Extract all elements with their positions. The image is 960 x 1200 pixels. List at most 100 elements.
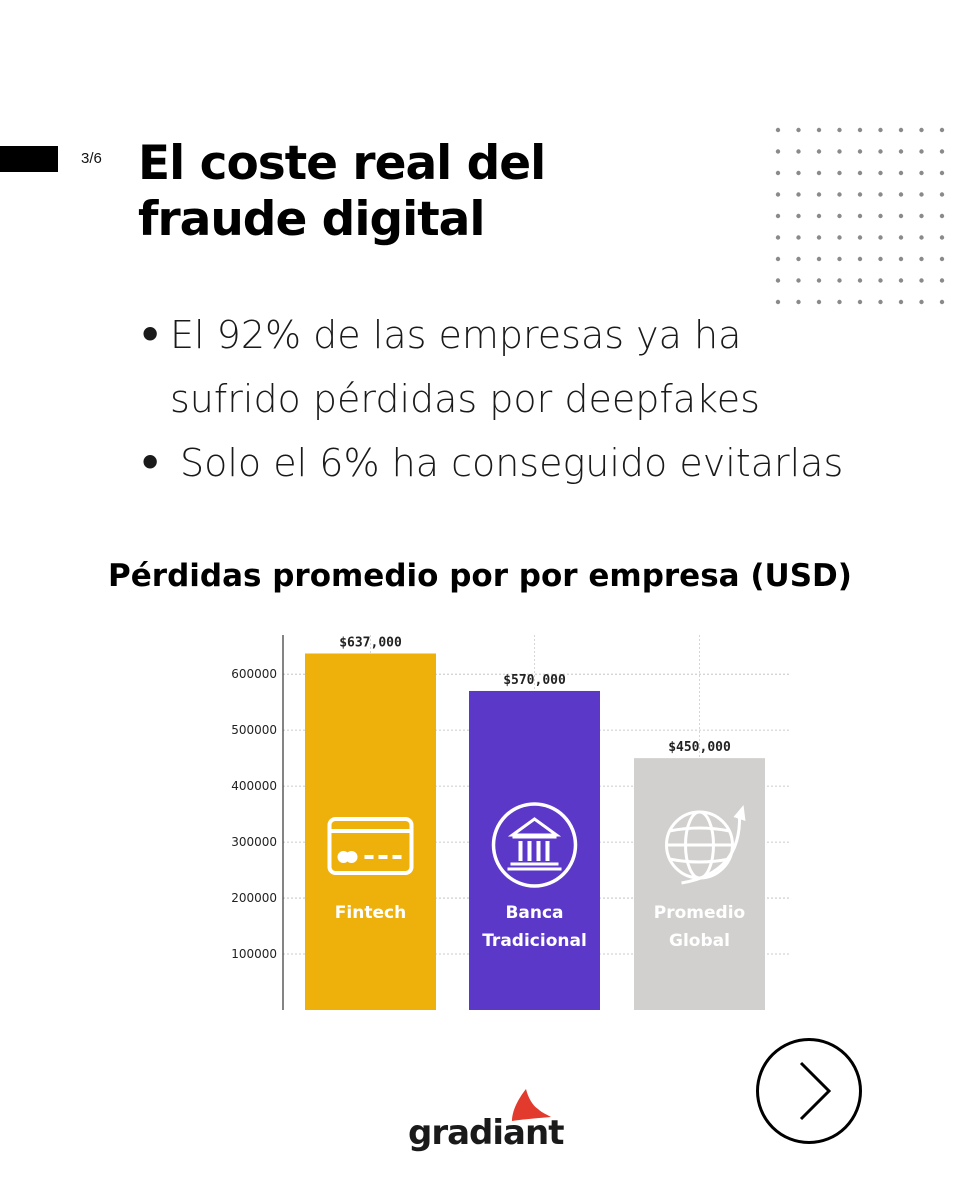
bullet-text: Solo el 6% ha conseguido evitarlas xyxy=(180,441,844,485)
decoration-dot xyxy=(796,170,801,176)
bar-chart: 100000 200000 300000 400000 500000 600000 $637… xyxy=(231,635,790,1010)
next-slide-button[interactable] xyxy=(756,1038,862,1144)
decoration-dot xyxy=(857,213,863,219)
decoration-dot xyxy=(857,170,863,176)
decoration-dot xyxy=(878,149,883,154)
bullet-dot: • xyxy=(138,313,163,357)
slide-title-line-2: fraude digital xyxy=(138,192,485,247)
y-tick-label: 400000 xyxy=(231,779,277,793)
bullet-text-line-2: sufrido pérdidas por deepfakes xyxy=(170,377,760,421)
decoration-dot xyxy=(796,213,801,219)
decoration-dot xyxy=(919,192,924,197)
x-tick-label: Global xyxy=(669,931,730,951)
slide-title: El coste real del fraude digital xyxy=(138,136,658,248)
decoration-dot xyxy=(796,256,801,262)
decoration-dot xyxy=(837,213,842,219)
decoration-dot xyxy=(796,235,801,240)
chevron-right-icon xyxy=(799,1061,832,1121)
decoration-dot xyxy=(878,170,883,176)
decoration-dot xyxy=(796,278,801,283)
decoration-dot xyxy=(878,299,883,305)
decoration-dot xyxy=(816,213,822,219)
decoration-dot xyxy=(775,149,781,154)
bullet-item: • El 92% de las empresas ya ha sufrido p… xyxy=(138,303,938,431)
decoration-dot xyxy=(837,235,842,240)
y-tick-label: 500000 xyxy=(231,723,277,737)
chart-title: Pérdidas promedio por por empresa (USD) xyxy=(108,558,852,594)
logo-text: gradiant xyxy=(408,1113,564,1153)
decoration-dot xyxy=(837,127,842,133)
decoration-dot xyxy=(919,127,924,133)
decoration-dot xyxy=(816,235,822,240)
decoration-dot xyxy=(796,149,801,154)
decoration-dot xyxy=(816,149,822,154)
decoration-dot xyxy=(837,192,842,197)
dot-pattern-decoration xyxy=(775,127,945,305)
decoration-dot xyxy=(898,170,904,176)
decoration-dot xyxy=(837,149,842,154)
decoration-dot xyxy=(939,235,945,240)
decoration-dot xyxy=(878,213,883,219)
decoration-dot xyxy=(939,278,945,283)
slide-title-line-1: El coste real del xyxy=(138,136,546,191)
decoration-dot xyxy=(857,192,863,197)
credit-card-icon xyxy=(327,817,414,875)
y-tick-label: 600000 xyxy=(231,667,277,681)
decoration-dot xyxy=(919,256,924,262)
data-label: $637,000 xyxy=(339,635,402,650)
decoration-dot xyxy=(816,299,822,305)
y-tick-label: 300000 xyxy=(231,835,277,849)
decoration-dot xyxy=(898,299,904,305)
decoration-dot xyxy=(816,170,822,176)
decoration-dot xyxy=(919,213,924,219)
decoration-dot xyxy=(898,149,904,154)
y-tick-label: 100000 xyxy=(231,947,277,961)
bar-banca-tradicional xyxy=(469,690,600,1010)
bullet-item: • Solo el 6% ha conseguido evitarlas xyxy=(138,431,938,495)
decoration-dot xyxy=(878,235,883,240)
decoration-dot xyxy=(775,256,781,262)
decoration-dot xyxy=(775,192,781,197)
y-tick-label: 200000 xyxy=(231,891,277,905)
page-counter: 3/6 xyxy=(81,150,102,167)
decoration-dot xyxy=(898,213,904,219)
decoration-dot xyxy=(857,127,863,133)
decoration-dot xyxy=(796,127,801,133)
decoration-dot xyxy=(816,192,822,197)
bullet-dot: • xyxy=(138,441,163,485)
bullet-list: • El 92% de las empresas ya ha sufrido p… xyxy=(138,303,938,495)
decoration-dot xyxy=(816,256,822,262)
decoration-dot xyxy=(939,170,945,176)
decoration-dot xyxy=(939,192,945,197)
decoration-dot xyxy=(878,256,883,262)
data-label: $570,000 xyxy=(503,673,566,688)
decoration-dot xyxy=(939,149,945,154)
decoration-dot xyxy=(775,278,781,283)
decoration-dot xyxy=(919,170,924,176)
decoration-dot xyxy=(796,299,801,305)
progress-tab xyxy=(0,146,58,172)
x-tick-label: Tradicional xyxy=(482,931,587,951)
gradiant-logo: gradiant xyxy=(408,1085,564,1165)
decoration-dot xyxy=(857,149,863,154)
bank-icon xyxy=(491,802,578,888)
decoration-dot xyxy=(775,213,781,219)
decoration-dot xyxy=(816,278,822,283)
decoration-dot xyxy=(878,127,883,133)
decoration-dot xyxy=(775,235,781,240)
decoration-dot xyxy=(878,192,883,197)
decoration-dot xyxy=(775,299,781,305)
decoration-dot xyxy=(857,235,863,240)
data-label: $450,000 xyxy=(668,740,731,755)
decoration-dot xyxy=(775,170,781,176)
decoration-dot xyxy=(919,149,924,154)
decoration-dot xyxy=(939,213,945,219)
globe-icon xyxy=(665,805,746,885)
decoration-dot xyxy=(857,299,863,305)
decoration-dot xyxy=(857,256,863,262)
decoration-dot xyxy=(857,278,863,283)
decoration-dot xyxy=(939,127,945,133)
decoration-dot xyxy=(837,278,842,283)
decoration-dot xyxy=(898,235,904,240)
x-tick-label: Fintech xyxy=(335,903,406,923)
